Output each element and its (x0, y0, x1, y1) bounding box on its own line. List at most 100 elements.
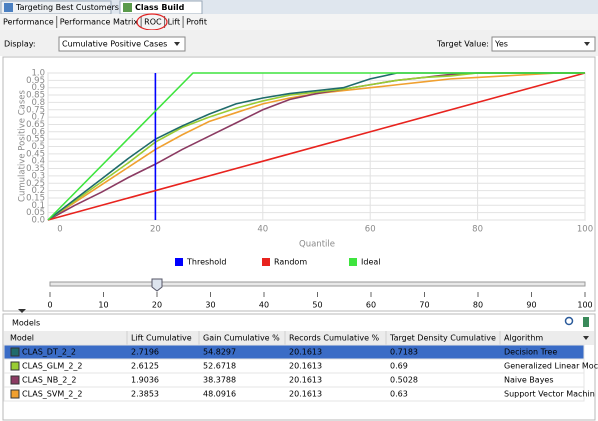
table-cell: 2.7196 (131, 348, 159, 357)
tab-label: Targeting Best Customers (15, 3, 119, 12)
subtab[interactable]: Performance Matrix (60, 18, 139, 27)
series-line (47, 72, 586, 221)
y-tick-label: 0.1 (31, 201, 45, 211)
collapse-arrow[interactable] (18, 309, 26, 313)
table-cell: 52.6718 (203, 362, 236, 371)
table-cell: CLAS_SVM_2_2 (22, 390, 82, 399)
y-tick-label: 0.85 (26, 91, 45, 101)
y-tick-label: 0.7 (31, 113, 45, 123)
row[interactable] (3, 386, 585, 402)
table-cell: 48.0916 (203, 390, 236, 399)
row-swatch (10, 375, 20, 385)
table-cell: 0.5028 (390, 376, 418, 385)
dropdown-arrow (174, 42, 180, 46)
tab-label: Class Build (135, 3, 185, 12)
column-header[interactable]: Records Cumulative % (289, 334, 380, 343)
legend-swatch (349, 258, 357, 266)
slider-tick-label: 60 (366, 301, 376, 310)
target-value: Yes (494, 40, 508, 49)
subtab[interactable]: Performance (3, 18, 54, 27)
y-tick-label: 0.95 (26, 76, 45, 86)
y-tick-label: 0.9 (31, 83, 45, 93)
subtab-bar (0, 14, 598, 30)
display-dropdown[interactable] (58, 36, 186, 52)
table-cell: CLAS_NB_2_2 (22, 376, 76, 385)
table-cell: 0.7183 (390, 348, 418, 357)
x-tick-label: 100 (577, 225, 593, 235)
series-line (47, 72, 585, 221)
row-swatch (10, 361, 20, 371)
y-tick-label: 0.5 (31, 142, 45, 152)
x-tick-label: 20 (150, 225, 161, 235)
y-tick-label: 0.2 (31, 186, 45, 196)
table-cell: Naive Bayes (504, 376, 554, 385)
y-tick-label: 0.65 (26, 120, 45, 130)
subtab[interactable]: ROC (144, 18, 162, 27)
table-cell: 20.1613 (289, 348, 322, 357)
subtabs: Performance Performance Matrix ROC Lift Prof… (3, 16, 207, 28)
legend-label: Random (274, 258, 307, 267)
y-tick-label: 0.3 (31, 171, 45, 181)
y-tick-label: 0.35 (26, 164, 45, 174)
table-cell: 20.1613 (289, 362, 322, 371)
column-header[interactable]: Gain Cumulative % (203, 334, 280, 343)
tab-icon (123, 3, 132, 12)
x-tick-label: 0 (57, 225, 62, 235)
table-cell: 2.3853 (131, 390, 159, 399)
y-tick-label: 0.05 (26, 208, 45, 218)
slider-tick-label: 20 (152, 301, 162, 310)
target-label: Target Value: (436, 40, 489, 49)
slider-tick-label: 90 (526, 301, 536, 310)
x-tick-label: 40 (257, 225, 268, 235)
slider-tick-label: 50 (312, 301, 322, 310)
x-tick-label: 60 (365, 225, 376, 235)
y-tick-label: 0.25 (26, 179, 45, 189)
table-cell: 1.9036 (131, 376, 159, 385)
column-header[interactable]: Target Density Cumulative (389, 334, 496, 343)
table-cell: 54.8297 (203, 348, 236, 357)
slider-thumb[interactable] (151, 278, 163, 292)
table-header (4, 331, 594, 345)
column-header[interactable]: Model (10, 334, 34, 343)
search-icon[interactable] (564, 316, 574, 326)
models-title: Models (12, 319, 40, 328)
x-axis-label: Quantile (299, 240, 335, 250)
subtab[interactable]: Profit (186, 18, 207, 27)
table-cell: 38.3788 (203, 376, 236, 385)
y-tick-label: 0.4 (31, 157, 45, 167)
slider-tick-label: 10 (98, 301, 108, 310)
y-tick-label: 0.45 (26, 149, 45, 159)
slider-tick-label: 40 (259, 301, 269, 310)
subtab[interactable]: Lift (168, 18, 181, 27)
legend-swatch (175, 258, 183, 266)
legend-swatch (262, 258, 270, 266)
x-tick-label: 80 (472, 225, 483, 235)
slider-track (49, 281, 586, 287)
sort-arrow (583, 336, 589, 340)
column-header[interactable]: Lift Cumulative (131, 334, 192, 343)
y-tick-label: 0.6 (31, 127, 45, 137)
table-cell: 0.63 (390, 390, 408, 399)
y-tick-label: 0.0 (31, 216, 45, 226)
row-swatch (10, 347, 20, 357)
target-dropdown[interactable] (491, 36, 596, 52)
row-swatch (10, 389, 20, 399)
table-cell: CLAS_DT_2_2 (22, 348, 76, 357)
table-cell: Decision Tree (504, 348, 557, 357)
table-cell: CLAS_GLM_2_2 (22, 362, 83, 371)
column-header[interactable]: Algorithm (504, 334, 543, 343)
y-tick-label: 0.8 (31, 98, 45, 108)
display-value: Cumulative Positive Cases (62, 40, 167, 49)
table-cell: Support Vector Machin (504, 390, 595, 399)
slider-tick-label: 30 (205, 301, 215, 310)
table-cell: 2.6125 (131, 362, 159, 371)
y-tick-label: 1.0 (31, 69, 45, 79)
y-axis-label: Cumulative Positive Cases (18, 89, 28, 201)
slider-tick-label: 100 (577, 301, 592, 310)
table-cell: Generalized Linear Moc (504, 362, 598, 371)
slider-tick-label: 80 (473, 301, 483, 310)
y-tick-label: 0.55 (26, 135, 45, 145)
tree-icon[interactable] (583, 317, 589, 327)
